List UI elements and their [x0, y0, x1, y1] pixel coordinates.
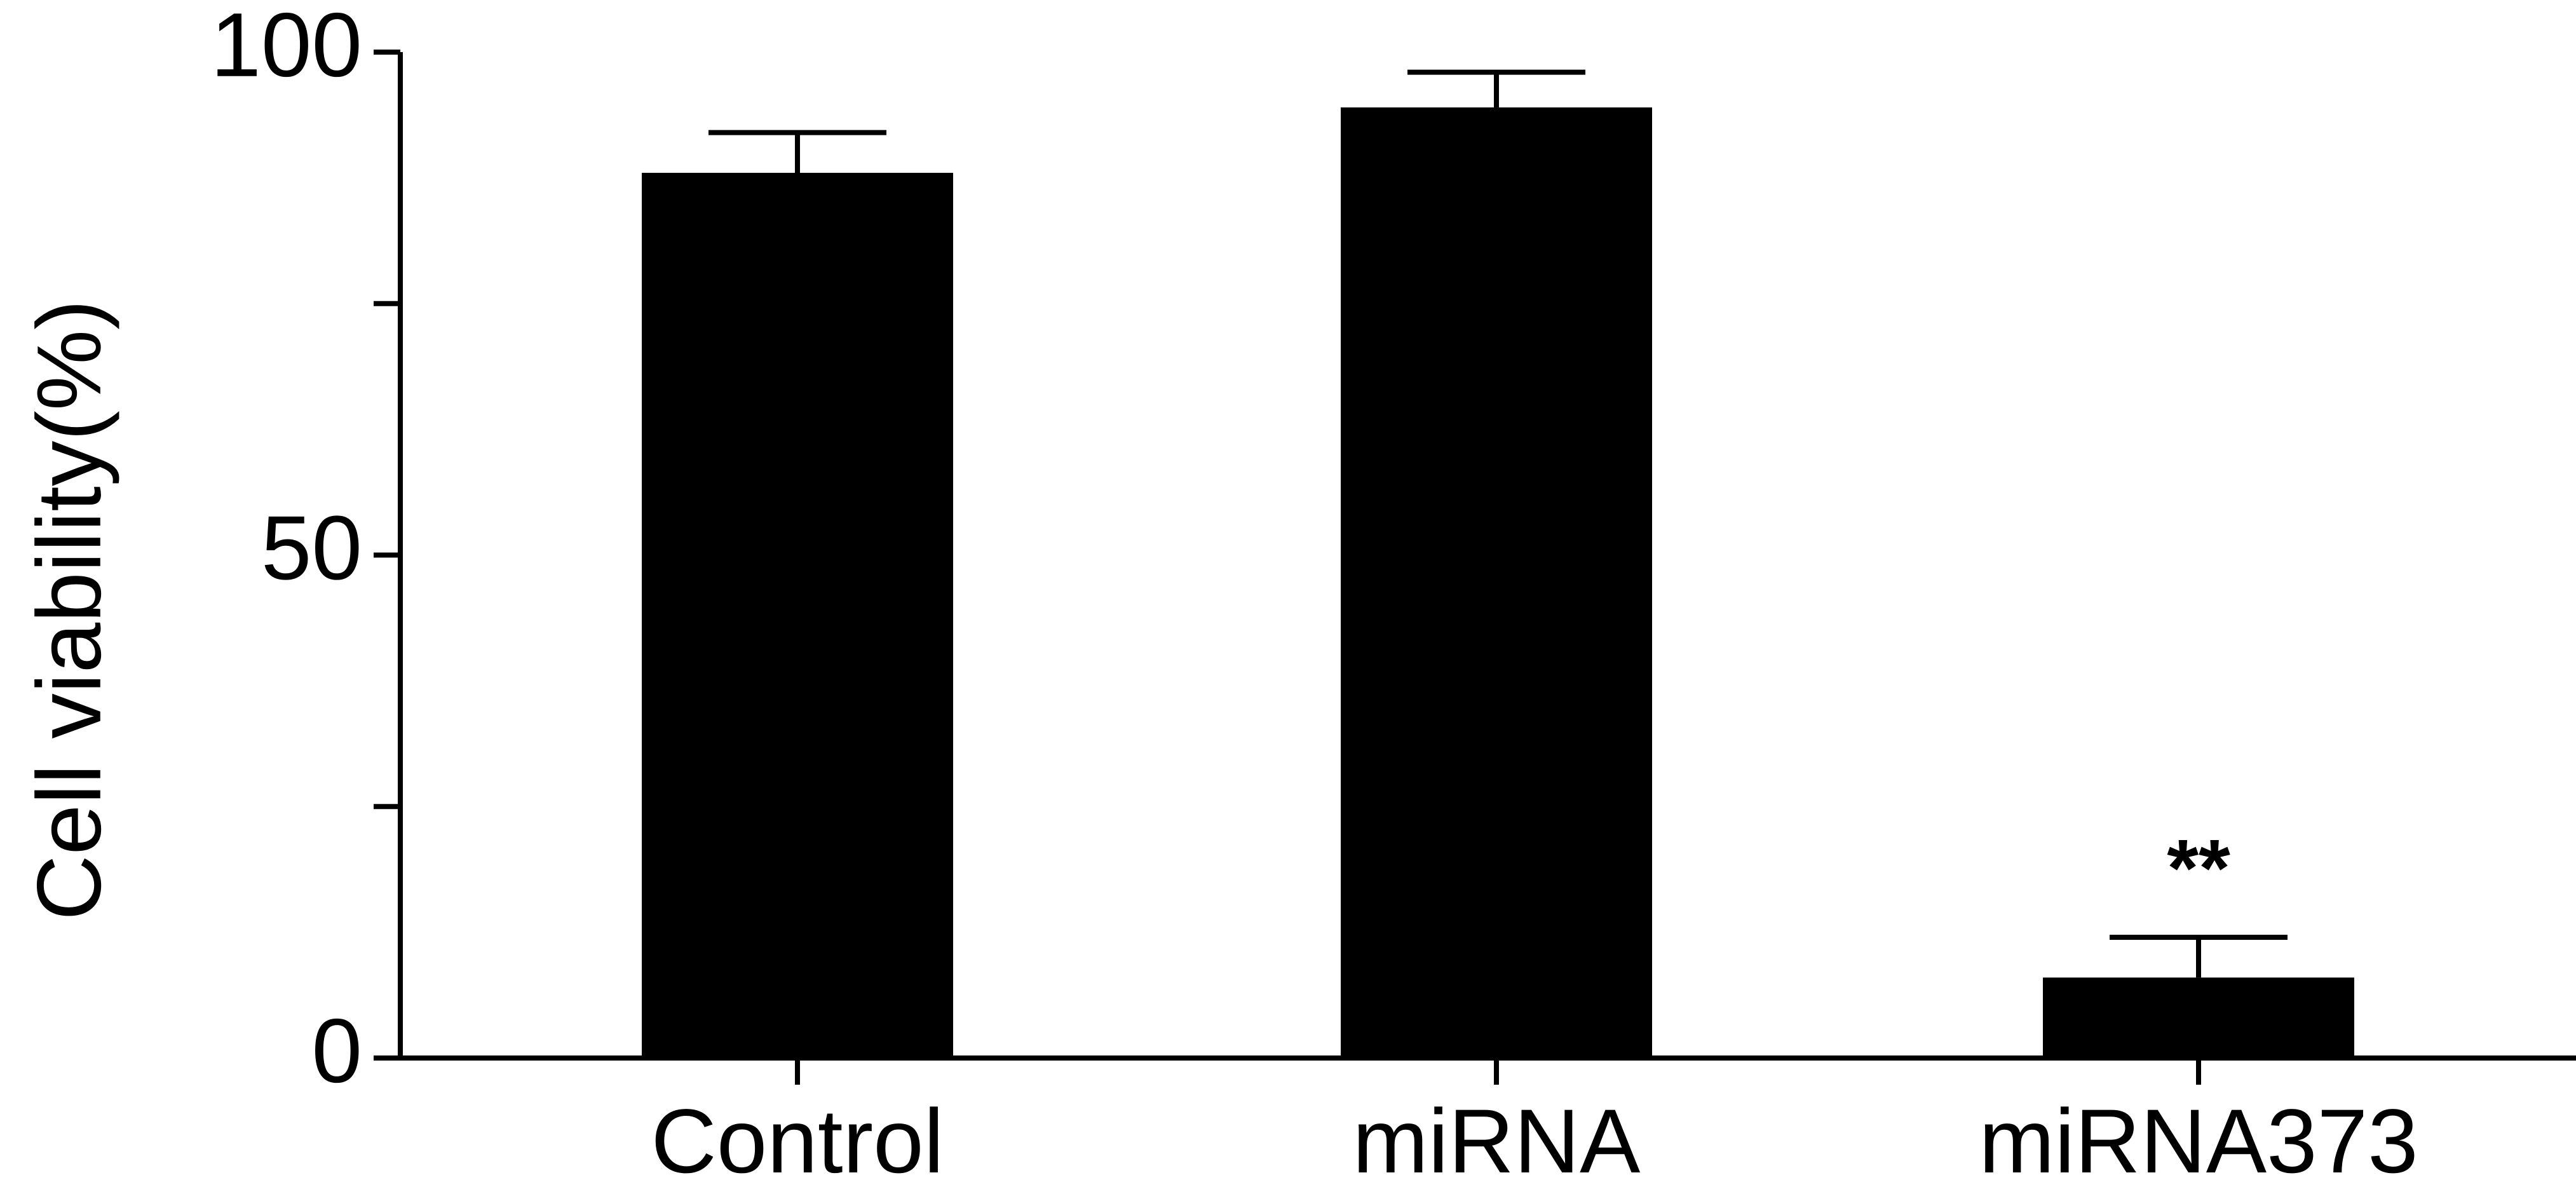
- bar-mirna373: [2043, 977, 2354, 1058]
- bars-layer: [642, 107, 2354, 1059]
- error-bars-layer: [708, 69, 2288, 978]
- x-tick-label: miRNA: [1353, 1091, 1641, 1192]
- y-tick-label: 100: [210, 0, 362, 96]
- x-tick-label: Control: [651, 1091, 944, 1192]
- bar-control: [642, 172, 953, 1059]
- bar-mirna: [1341, 107, 1652, 1059]
- y-axis-label: Cell viability(%): [19, 299, 120, 920]
- y-tick-label: 50: [261, 498, 362, 599]
- axes-layer: [374, 50, 2576, 1085]
- y-tick-label: 0: [311, 1001, 362, 1102]
- x-tick-label: miRNA373: [1979, 1091, 2418, 1192]
- significance-annotation: **: [2167, 823, 2230, 914]
- labels-layer: Control miRNA ** miRNA373 0 50 100: [210, 0, 2418, 1192]
